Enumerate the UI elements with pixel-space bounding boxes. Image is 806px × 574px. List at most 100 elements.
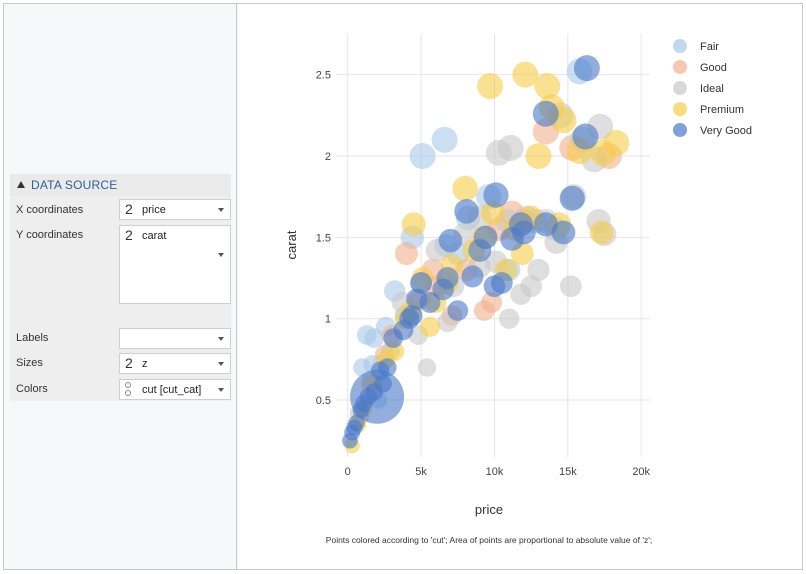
data-point (355, 394, 373, 412)
data-point (454, 199, 479, 224)
scatter-chart[interactable]: 0 5k 10k 15k 20k 0.5 1 1.5 2 2.5 Fair Good Ideal Pre… (238, 4, 802, 569)
legend-marker (673, 102, 687, 116)
data-point (534, 73, 561, 100)
colors-value: cut [cut_cat] (142, 384, 202, 396)
data-source-panel: DATA SOURCE X coordinates 2 price Y coor… (10, 174, 231, 401)
data-point (406, 288, 428, 310)
legend-marker (673, 123, 687, 137)
data-point (590, 139, 617, 166)
tick-labels: 0 5k 10k 15k 20k 0.5 1 1.5 2 2.5 (316, 70, 651, 478)
chart-area: 0 5k 10k 15k 20k 0.5 1 1.5 2 2.5 Fair Good Ideal Pre… (238, 4, 802, 569)
x-tick-label: 10k (486, 466, 504, 478)
chart-caption: Points colored according to 'cut'; Area … (326, 535, 652, 545)
data-point (346, 419, 363, 436)
x-tick-label: 20k (632, 466, 650, 478)
data-point (559, 185, 585, 211)
x-coordinates-select[interactable]: 2 price (119, 199, 231, 220)
data-point (452, 175, 478, 202)
legend-label: Very Good (700, 125, 752, 137)
sizes-value: z (142, 358, 148, 370)
labels-label: Labels (16, 332, 49, 344)
app-frame: DATA SOURCE X coordinates 2 price Y coor… (3, 3, 803, 570)
y-axis-label: carat (284, 230, 299, 259)
numeric-type-icon: 2 (125, 201, 133, 217)
labels-select[interactable] (119, 328, 231, 349)
data-point (498, 308, 520, 329)
data-point (417, 358, 437, 377)
data-point (431, 126, 458, 153)
data-point (473, 300, 495, 321)
y-coordinates-value: carat (142, 230, 167, 242)
data-point (573, 55, 600, 82)
data-point (572, 123, 599, 150)
data-point (485, 139, 512, 166)
legend: Fair Good Ideal Premium Very Good (673, 39, 752, 137)
x-tick-label: 5k (415, 466, 427, 478)
data-point (589, 220, 614, 245)
data-point (402, 305, 423, 326)
left-panel: DATA SOURCE X coordinates 2 price Y coor… (4, 4, 237, 569)
categorical-type-icon (125, 390, 131, 396)
x-tick-label: 0 (345, 466, 351, 478)
data-point (401, 212, 426, 237)
data-point (510, 283, 532, 305)
data-point (447, 300, 469, 321)
data-point (483, 182, 509, 208)
y-tick-label: 1.5 (316, 232, 331, 244)
data-point (394, 242, 418, 266)
data-point (490, 272, 513, 294)
legend-label: Fair (700, 41, 719, 53)
data-point (461, 265, 484, 288)
data-point (419, 316, 440, 337)
data-point (409, 143, 436, 170)
points-layer (342, 55, 630, 454)
x-coordinates-label: X coordinates (16, 204, 84, 216)
data-point (559, 275, 582, 298)
y-tick-label: 1 (325, 314, 331, 326)
data-point (512, 61, 539, 88)
data-point (468, 238, 492, 262)
chevron-down-icon[interactable] (218, 253, 224, 257)
data-source-header[interactable]: DATA SOURCE (10, 174, 231, 196)
x-coordinates-value: price (142, 204, 166, 216)
sizes-select[interactable]: 2 z (119, 353, 231, 374)
y-tick-label: 2 (325, 151, 331, 163)
y-coordinates-label: Y coordinates (16, 229, 84, 241)
data-point (436, 267, 459, 290)
data-point (508, 212, 533, 237)
data-point (527, 258, 550, 282)
data-point (438, 228, 463, 253)
legend-marker (673, 39, 687, 53)
data-point (532, 100, 559, 127)
chevron-down-icon[interactable] (218, 208, 224, 212)
legend-label: Good (700, 62, 727, 74)
numeric-type-icon: 2 (125, 355, 133, 371)
sizes-label: Sizes (16, 357, 43, 369)
data-point (364, 328, 384, 349)
legend-label: Ideal (700, 83, 724, 95)
y-tick-label: 2.5 (316, 70, 331, 82)
data-point (374, 374, 392, 393)
data-point (551, 220, 576, 245)
chevron-down-icon[interactable] (218, 337, 224, 341)
numeric-type-icon: 2 (125, 227, 133, 243)
x-axis-label: price (475, 502, 503, 517)
data-point (410, 272, 433, 294)
y-tick-label: 0.5 (316, 395, 331, 407)
data-point (383, 328, 404, 349)
colors-label: Colors (16, 383, 48, 395)
collapse-triangle-icon[interactable] (17, 181, 25, 188)
y-coordinates-select[interactable]: 2 carat (119, 225, 231, 304)
chevron-down-icon[interactable] (218, 362, 224, 366)
colors-select[interactable]: cut [cut_cat] (119, 379, 231, 400)
x-tick-label: 15k (559, 466, 577, 478)
data-source-title: DATA SOURCE (31, 178, 118, 192)
legend-marker (673, 60, 687, 74)
chevron-down-icon[interactable] (218, 388, 224, 392)
categorical-type-icon (125, 382, 131, 388)
legend-label: Premium (700, 104, 744, 116)
data-point (525, 143, 552, 170)
data-point (342, 432, 358, 449)
legend-marker (673, 81, 687, 95)
data-point (477, 73, 504, 100)
